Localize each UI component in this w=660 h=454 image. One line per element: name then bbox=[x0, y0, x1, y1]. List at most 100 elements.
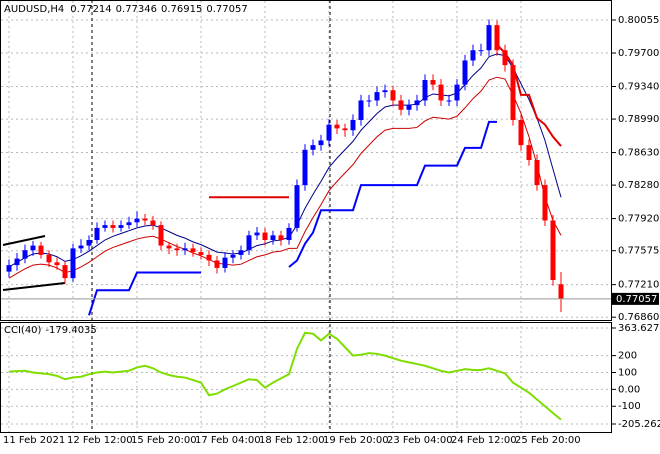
candle-body bbox=[286, 227, 292, 240]
candle-body bbox=[46, 254, 52, 263]
y-tick-label: 363.627 bbox=[618, 323, 659, 334]
symbol: AUDUSD,H4 bbox=[4, 4, 64, 15]
candle-body bbox=[470, 50, 476, 61]
trend-line bbox=[2, 282, 66, 291]
candle-body bbox=[398, 100, 404, 110]
y-tick-label: 0.77575 bbox=[618, 246, 659, 257]
grid bbox=[1, 1, 612, 432]
y-tick-label: 0.78630 bbox=[618, 148, 659, 159]
x-tick-label: 15 Feb 20:00 bbox=[131, 435, 197, 446]
candle-body bbox=[542, 185, 548, 221]
y-tick-label: 0.76860 bbox=[618, 312, 659, 323]
candle-body bbox=[78, 245, 84, 249]
candle-body bbox=[502, 50, 508, 66]
candle-body bbox=[214, 260, 220, 268]
y-tick-label: 100 bbox=[618, 367, 637, 378]
header: AUDUSD,H4 0.77214 0.77346 0.76915 0.77057 bbox=[4, 4, 248, 15]
cci-title: CCI(40) bbox=[4, 325, 42, 336]
candle-body bbox=[118, 225, 124, 228]
candle-body bbox=[302, 149, 308, 186]
candle-body bbox=[430, 80, 436, 85]
candle-body bbox=[222, 257, 228, 268]
candle-body bbox=[102, 225, 108, 228]
candle-body bbox=[38, 245, 44, 255]
candle-body bbox=[70, 248, 76, 279]
last-high: 0.77346 bbox=[116, 4, 157, 15]
candle-body bbox=[310, 145, 316, 150]
x-tick-label: 18 Feb 12:00 bbox=[259, 435, 325, 446]
candle-body bbox=[366, 100, 372, 102]
y-tick-label: -205.2621 bbox=[618, 419, 660, 430]
candle-body bbox=[230, 254, 236, 258]
candle-body bbox=[198, 252, 204, 255]
cci-panel-border bbox=[0, 322, 612, 433]
indicator-line bbox=[288, 120, 497, 268]
x-tick-label: 17 Feb 04:00 bbox=[195, 435, 261, 446]
y-tick-label: 0.80055 bbox=[618, 15, 659, 26]
candle-body bbox=[294, 185, 300, 228]
candle-body bbox=[550, 220, 556, 280]
candle-body bbox=[454, 84, 460, 101]
x-tick-label: 11 Feb 2021 bbox=[3, 435, 65, 446]
x-tick-label: 23 Feb 04:00 bbox=[387, 435, 453, 446]
x-tick-label: 12 Feb 12:00 bbox=[67, 435, 133, 446]
cci-line bbox=[8, 331, 562, 421]
price-panel-border bbox=[0, 0, 612, 321]
candle-body bbox=[478, 50, 484, 52]
y-tick-label: 0.79700 bbox=[618, 48, 659, 59]
candle-body bbox=[406, 105, 412, 110]
candle-body bbox=[446, 100, 452, 102]
indicator-line bbox=[496, 43, 562, 147]
candle-body bbox=[342, 128, 348, 131]
y-tick-label: 0.78990 bbox=[618, 114, 659, 125]
candle-body bbox=[182, 248, 188, 251]
candle-body bbox=[134, 218, 140, 223]
x-tick-label: 19 Feb 20:00 bbox=[323, 435, 389, 446]
candle-body bbox=[534, 160, 540, 186]
y-tick-label: 0.77920 bbox=[618, 214, 659, 225]
candle-body bbox=[494, 25, 500, 51]
candle-body bbox=[350, 120, 356, 131]
candle-body bbox=[334, 124, 340, 129]
candle-body bbox=[462, 60, 468, 85]
candle-body bbox=[558, 284, 564, 299]
candle-body bbox=[166, 245, 172, 249]
candle-body bbox=[246, 235, 252, 251]
candle-body bbox=[510, 65, 516, 120]
indicator-line bbox=[88, 271, 201, 316]
y-tick-label: 0.00 bbox=[618, 384, 640, 395]
y-tick-label: 0.78280 bbox=[618, 180, 659, 191]
candle-body bbox=[438, 84, 444, 101]
cci-last: -179.4035 bbox=[45, 325, 96, 336]
candle-body bbox=[174, 248, 180, 251]
candle-body bbox=[30, 245, 36, 251]
candle-body bbox=[142, 218, 148, 221]
y-tick-label: 0.77210 bbox=[618, 280, 659, 291]
trend-line bbox=[2, 235, 46, 246]
y-tick-label: 0.79340 bbox=[618, 82, 659, 93]
candle-body bbox=[206, 254, 212, 261]
candle-body bbox=[262, 232, 268, 240]
candle-body bbox=[6, 265, 12, 272]
candle-body bbox=[318, 140, 324, 146]
candle-body bbox=[422, 80, 428, 101]
candle-body bbox=[238, 250, 244, 255]
candle-body bbox=[526, 145, 532, 160]
candle-body bbox=[278, 235, 284, 240]
candle-body bbox=[14, 258, 20, 266]
candle-body bbox=[158, 225, 164, 246]
candle-body bbox=[150, 220, 156, 226]
labels: AUDUSD,H4 0.77214 0.77346 0.76915 0.77057 CC… bbox=[3, 4, 660, 446]
x-tick-label: 25 Feb 20:00 bbox=[515, 435, 581, 446]
candle-body bbox=[62, 265, 68, 279]
cci-header: CCI(40) -179.4035 bbox=[4, 325, 97, 336]
candle-body bbox=[414, 100, 420, 106]
marks bbox=[1, 19, 612, 421]
candle-body bbox=[518, 120, 524, 146]
x-tick-label: 24 Feb 12:00 bbox=[451, 435, 517, 446]
candle-body bbox=[54, 262, 60, 266]
indicator-line bbox=[8, 76, 562, 279]
candle-body bbox=[254, 232, 260, 236]
candle-body bbox=[486, 25, 492, 51]
